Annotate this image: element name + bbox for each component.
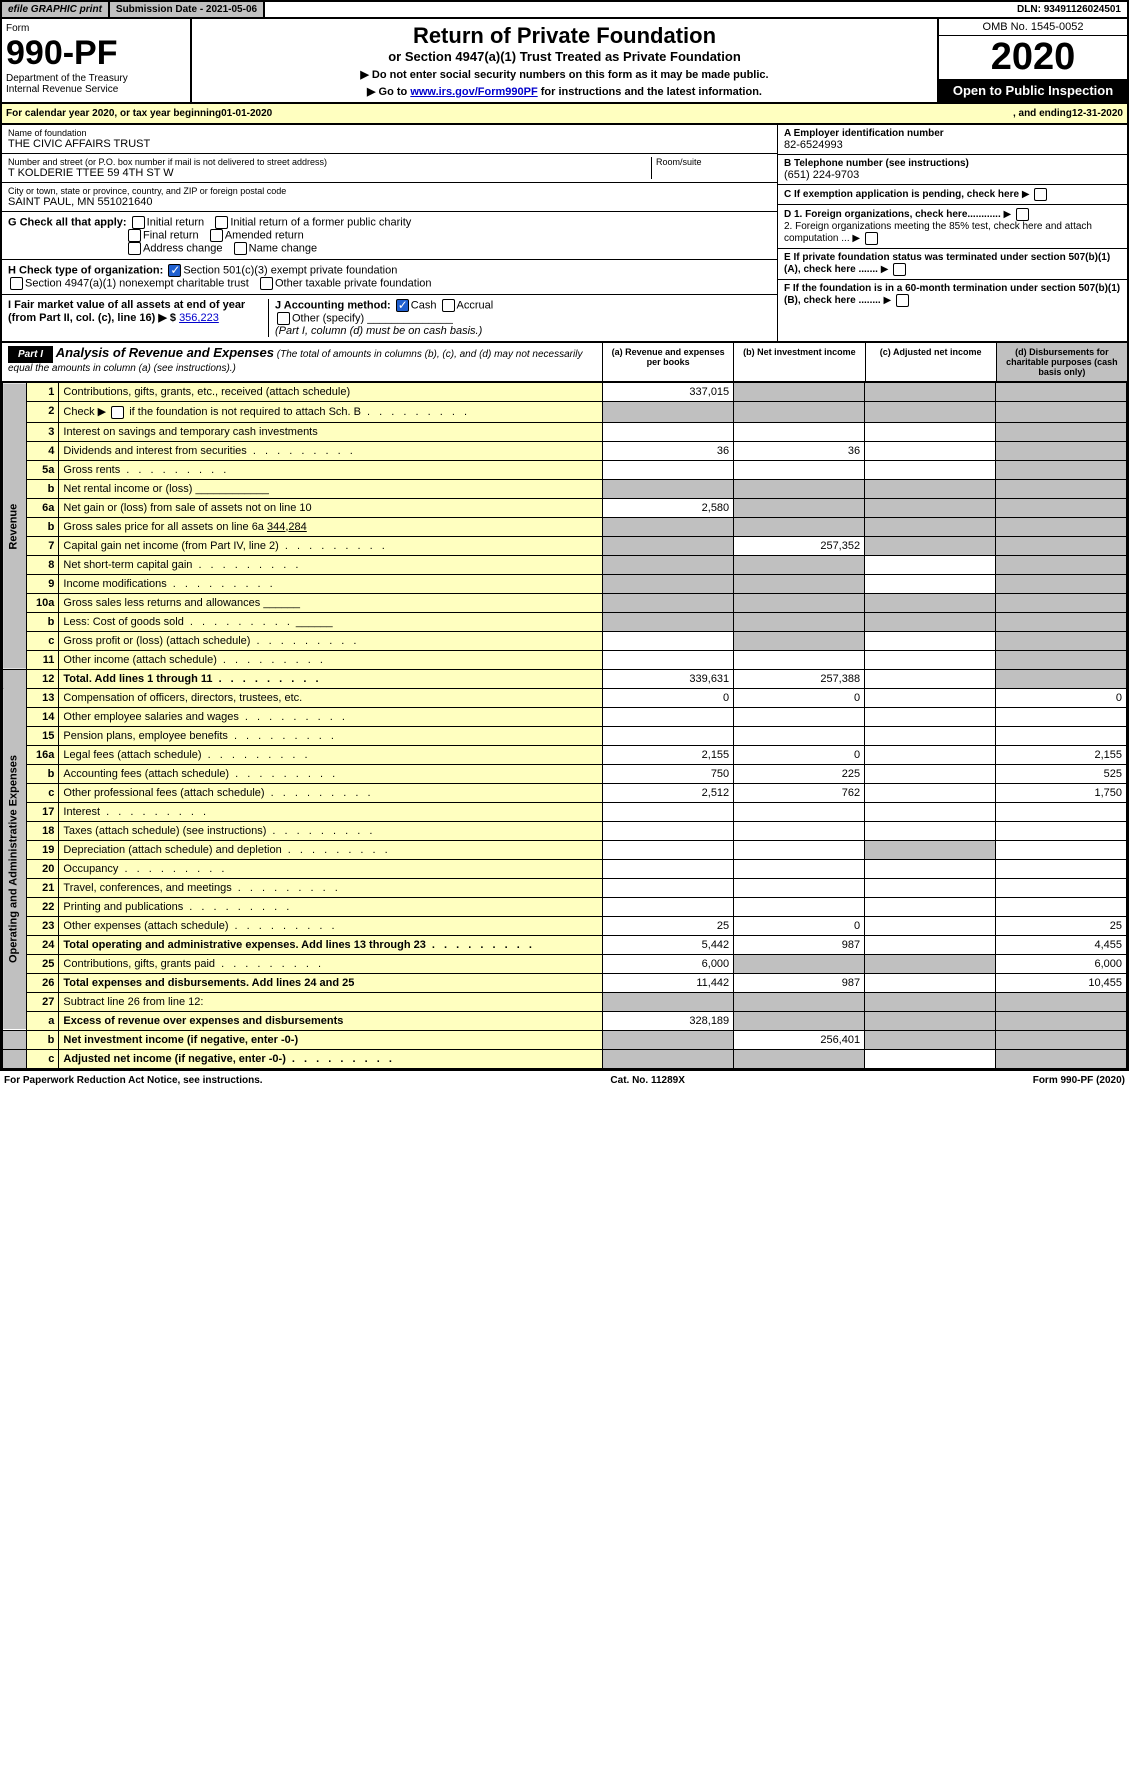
form-subtitle: or Section 4947(a)(1) Trust Treated as P… (196, 49, 933, 64)
fmv-value: 356,223 (179, 312, 219, 324)
room-label: Room/suite (656, 157, 771, 167)
form-title: Return of Private Foundation (196, 23, 933, 49)
section-d: D 1. Foreign organizations, check here..… (778, 205, 1127, 249)
irs: Internal Revenue Service (6, 84, 186, 95)
form-footer-label: Form 990-PF (2020) (1033, 1075, 1125, 1086)
paperwork-notice: For Paperwork Reduction Act Notice, see … (4, 1075, 263, 1086)
chk-other-method[interactable] (277, 312, 290, 325)
catalog-number: Cat. No. 11289X (610, 1075, 684, 1086)
chk-60month[interactable] (896, 294, 909, 307)
omb-number: OMB No. 1545-0052 (939, 19, 1127, 36)
note-1: ▶ Do not enter social security numbers o… (196, 68, 933, 81)
chk-final-return[interactable] (128, 229, 141, 242)
header-right: OMB No. 1545-0052 2020 Open to Public In… (937, 19, 1127, 102)
phone-cell: B Telephone number (see instructions) (6… (778, 155, 1127, 185)
form-word: Form (6, 23, 186, 34)
efile-label: efile GRAPHIC print (2, 2, 110, 17)
header-center: Return of Private Foundation or Section … (192, 19, 937, 102)
irs-link[interactable]: www.irs.gov/Form990PF (410, 86, 537, 98)
chk-other-taxable[interactable] (260, 277, 273, 290)
chk-initial-return[interactable] (132, 216, 145, 229)
note-2: ▶ Go to www.irs.gov/Form990PF for instru… (196, 85, 933, 98)
open-to-public: Open to Public Inspection (939, 79, 1127, 102)
section-g: G Check all that apply: Initial return I… (2, 212, 777, 260)
part1-label: Part I (8, 346, 53, 363)
chk-foreign-org[interactable] (1016, 208, 1029, 221)
chk-amended[interactable] (210, 229, 223, 242)
chk-cash[interactable] (396, 299, 409, 312)
dln: DLN: 93491126024501 (1011, 2, 1127, 17)
tax-year: 2020 (939, 36, 1127, 79)
form-header: Form 990-PF Department of the Treasury I… (0, 19, 1129, 104)
expenses-label: Operating and Administrative Expenses (3, 688, 27, 1030)
chk-address-change[interactable] (128, 242, 141, 255)
part1-title: Analysis of Revenue and Expenses (56, 345, 274, 360)
chk-exemption-pending[interactable] (1034, 188, 1047, 201)
part1-table: Revenue 1Contributions, gifts, grants, e… (2, 382, 1127, 1069)
calendar-year-row: For calendar year 2020, or tax year begi… (0, 104, 1129, 125)
section-ij: I Fair market value of all assets at end… (2, 295, 777, 341)
col-a-hdr: (a) Revenue and expenses per books (602, 343, 733, 381)
chk-sch-b[interactable] (111, 406, 124, 419)
foundation-name-cell: Name of foundation THE CIVIC AFFAIRS TRU… (2, 125, 777, 154)
chk-501c3[interactable] (168, 264, 181, 277)
col-b-hdr: (b) Net investment income (733, 343, 864, 381)
part1: Part I Analysis of Revenue and Expenses … (0, 343, 1129, 1071)
section-f: F If the foundation is in a 60-month ter… (778, 280, 1127, 310)
chk-foreign-85[interactable] (865, 232, 878, 245)
section-e: E If private foundation status was termi… (778, 249, 1127, 280)
dept: Department of the Treasury (6, 73, 186, 84)
revenue-label: Revenue (3, 383, 27, 670)
col-d-hdr: (d) Disbursements for charitable purpose… (996, 343, 1127, 381)
form-number: 990-PF (6, 34, 186, 73)
page-footer: For Paperwork Reduction Act Notice, see … (0, 1071, 1129, 1090)
section-h: H Check type of organization: Section 50… (2, 260, 777, 295)
chk-status-terminated[interactable] (893, 263, 906, 276)
section-c: C If exemption application is pending, c… (778, 185, 1127, 205)
header-left: Form 990-PF Department of the Treasury I… (2, 19, 192, 102)
chk-name-change[interactable] (234, 242, 247, 255)
address-cell: Number and street (or P.O. box number if… (2, 154, 777, 183)
col-c-hdr: (c) Adjusted net income (865, 343, 996, 381)
chk-initial-former[interactable] (215, 216, 228, 229)
city-cell: City or town, state or province, country… (2, 183, 777, 212)
ein-cell: A Employer identification number 82-6524… (778, 125, 1127, 155)
top-bar: efile GRAPHIC print Submission Date - 20… (0, 0, 1129, 19)
chk-accrual[interactable] (442, 299, 455, 312)
entity-info: Name of foundation THE CIVIC AFFAIRS TRU… (0, 125, 1129, 343)
part1-header: Part I Analysis of Revenue and Expenses … (2, 343, 1127, 382)
submission-date: Submission Date - 2021-05-06 (110, 2, 265, 17)
chk-4947[interactable] (10, 277, 23, 290)
